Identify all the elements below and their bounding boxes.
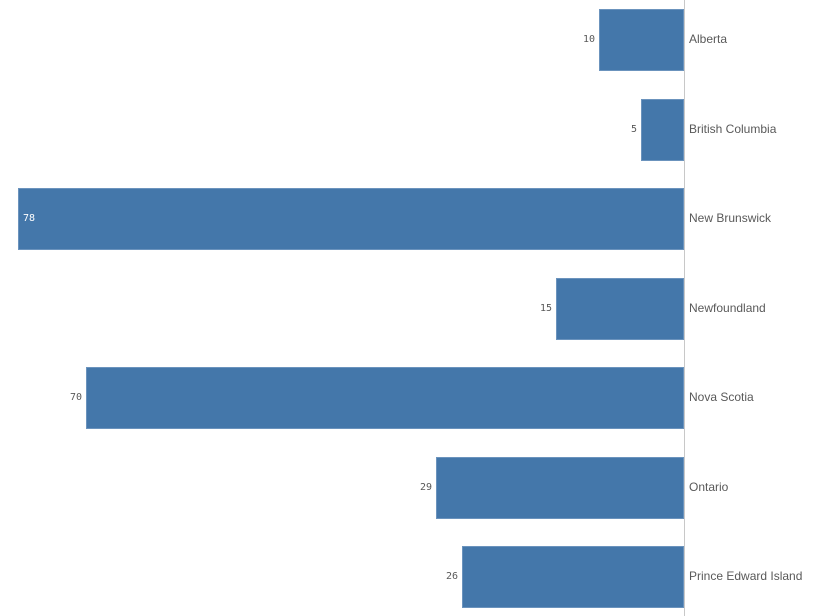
- bar-row: 78 New Brunswick: [0, 188, 838, 250]
- category-label: New Brunswick: [689, 211, 772, 225]
- category-label: British Columbia: [689, 122, 777, 136]
- category-axis-line: [684, 0, 685, 616]
- bar-value-label: 15: [539, 303, 552, 314]
- category-label: Prince Edward Island: [689, 569, 803, 583]
- category-label: Newfoundland: [689, 301, 766, 315]
- bar-row: 15 Newfoundland: [0, 278, 838, 340]
- bar-value-label: 26: [445, 571, 458, 582]
- bar[interactable]: [86, 367, 684, 429]
- bar-row: 10 Alberta: [0, 9, 838, 71]
- bar-row: 70 Nova Scotia: [0, 367, 838, 429]
- category-label: Ontario: [689, 480, 729, 494]
- bar-row: 29 Ontario: [0, 457, 838, 519]
- bar-value-label: 5: [630, 124, 637, 135]
- bar[interactable]: [436, 457, 684, 519]
- category-label: Nova Scotia: [689, 390, 754, 404]
- bar[interactable]: [556, 278, 684, 340]
- bar-value-label: 78: [23, 213, 36, 224]
- bar-value-label: 29: [419, 482, 432, 493]
- bar[interactable]: [641, 99, 684, 161]
- bar[interactable]: [18, 188, 684, 250]
- bar-row: 26 Prince Edward Island: [0, 546, 838, 608]
- bar[interactable]: [599, 9, 684, 71]
- bar-value-label: 70: [69, 392, 82, 403]
- bar-value-label: 10: [582, 34, 595, 45]
- bar[interactable]: [462, 546, 684, 608]
- category-label: Alberta: [689, 32, 728, 46]
- bar-row: 5 British Columbia: [0, 99, 838, 161]
